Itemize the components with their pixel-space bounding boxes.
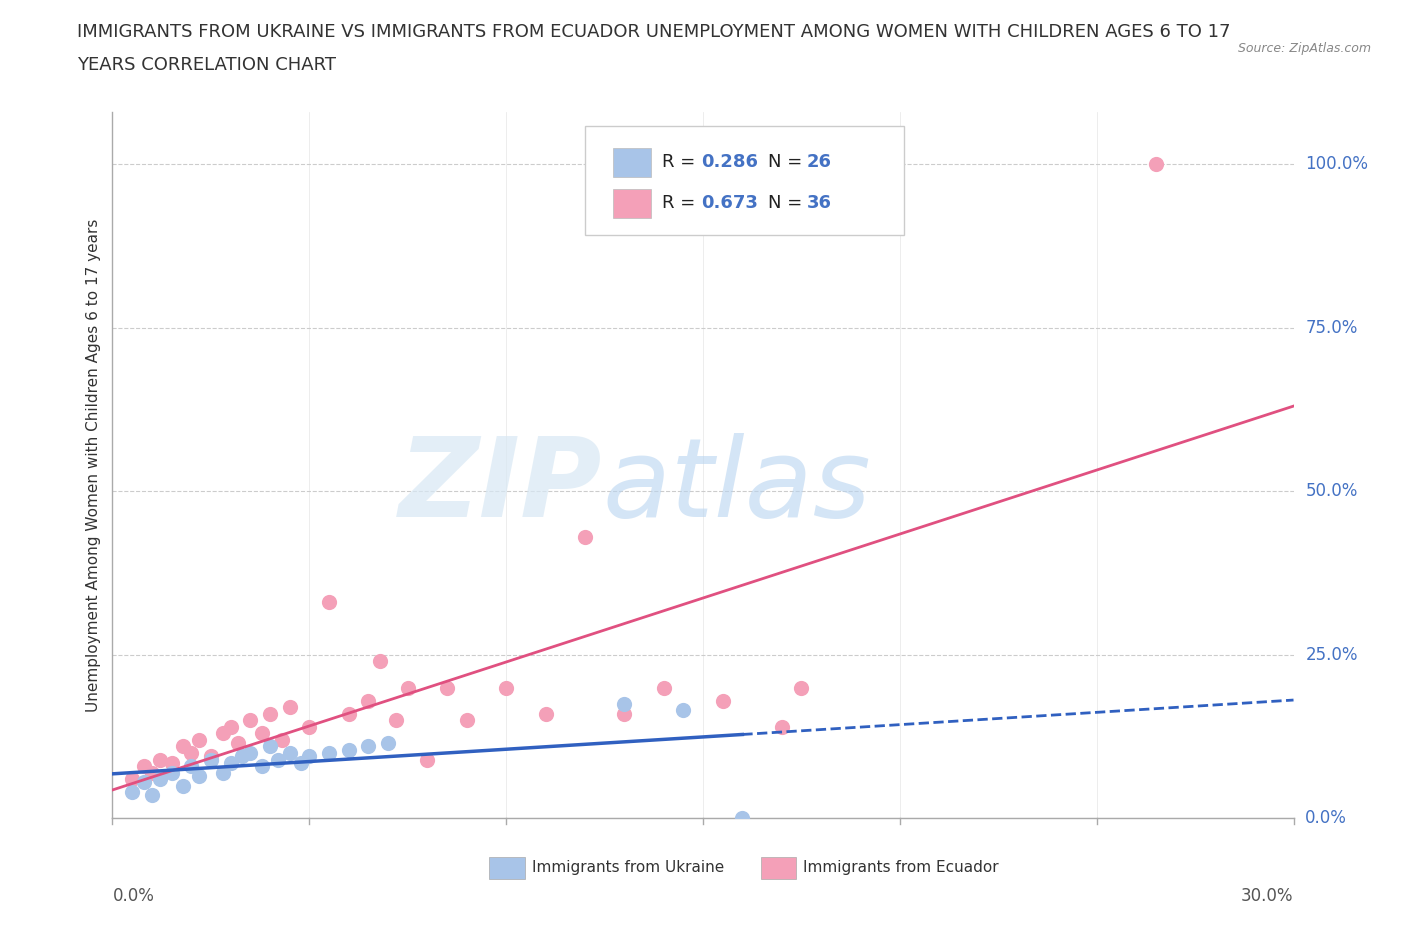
FancyBboxPatch shape [613, 190, 651, 218]
Point [270, 733, 292, 748]
Text: atlas: atlas [603, 432, 872, 539]
Point [385, 712, 408, 727]
Point [495, 680, 517, 695]
Point [652, 680, 675, 695]
Point [337, 742, 360, 757]
Text: 100.0%: 100.0% [1305, 155, 1368, 173]
Point [416, 752, 439, 767]
Text: 30.0%: 30.0% [1241, 887, 1294, 905]
Point [188, 733, 211, 748]
Text: Source: ZipAtlas.com: Source: ZipAtlas.com [1237, 42, 1371, 55]
Point [188, 768, 211, 783]
Text: 36: 36 [807, 194, 832, 212]
Point [231, 749, 253, 764]
Y-axis label: Unemployment Among Women with Children Ages 6 to 17 years: Unemployment Among Women with Children A… [86, 219, 101, 711]
Point [250, 726, 273, 741]
Point [132, 759, 155, 774]
Point [160, 765, 183, 780]
Point [436, 680, 458, 695]
Point [790, 680, 813, 695]
FancyBboxPatch shape [489, 857, 524, 879]
Point [377, 736, 399, 751]
Text: N =: N = [768, 194, 808, 212]
Text: 75.0%: 75.0% [1305, 319, 1358, 337]
Point [250, 759, 273, 774]
Text: N =: N = [768, 153, 808, 171]
Point [141, 788, 163, 803]
Point [290, 755, 312, 770]
Point [357, 739, 380, 754]
Point [318, 746, 340, 761]
FancyBboxPatch shape [761, 857, 796, 879]
Point [219, 755, 242, 770]
Point [770, 719, 793, 734]
Point [368, 654, 391, 669]
Point [149, 752, 172, 767]
Text: YEARS CORRELATION CHART: YEARS CORRELATION CHART [77, 56, 336, 73]
Point [219, 719, 242, 734]
Text: 0.673: 0.673 [700, 194, 758, 212]
Point [121, 785, 143, 800]
Point [357, 693, 380, 708]
Point [141, 765, 163, 780]
Point [396, 680, 419, 695]
Point [613, 706, 636, 721]
Text: IMMIGRANTS FROM UKRAINE VS IMMIGRANTS FROM ECUADOR UNEMPLOYMENT AMONG WOMEN WITH: IMMIGRANTS FROM UKRAINE VS IMMIGRANTS FR… [77, 23, 1230, 41]
Point [731, 811, 754, 826]
Point [318, 595, 340, 610]
Point [259, 739, 281, 754]
Point [456, 712, 478, 727]
Text: Immigrants from Ukraine: Immigrants from Ukraine [531, 860, 724, 875]
Point [180, 746, 202, 761]
Point [172, 778, 194, 793]
Point [180, 759, 202, 774]
Point [267, 752, 290, 767]
FancyBboxPatch shape [613, 149, 651, 177]
Text: R =: R = [662, 153, 700, 171]
Point [672, 703, 695, 718]
Text: 0.0%: 0.0% [112, 887, 155, 905]
Point [239, 746, 262, 761]
Point [337, 706, 360, 721]
Point [228, 736, 250, 751]
Point [278, 746, 301, 761]
Text: 26: 26 [807, 153, 832, 171]
Point [149, 772, 172, 787]
FancyBboxPatch shape [585, 126, 904, 235]
Text: R =: R = [662, 194, 700, 212]
Point [200, 749, 222, 764]
Text: 0.0%: 0.0% [1305, 809, 1347, 828]
Point [160, 755, 183, 770]
Text: ZIP: ZIP [399, 432, 603, 539]
Point [211, 765, 233, 780]
Point [613, 697, 636, 711]
Point [239, 712, 262, 727]
Point [711, 693, 734, 708]
Point [298, 749, 321, 764]
Point [534, 706, 557, 721]
Point [211, 726, 233, 741]
Point [278, 699, 301, 714]
Point [259, 706, 281, 721]
Text: Immigrants from Ecuador: Immigrants from Ecuador [803, 860, 1000, 875]
Point [121, 772, 143, 787]
Text: 0.286: 0.286 [700, 153, 758, 171]
Text: 25.0%: 25.0% [1305, 645, 1358, 664]
Point [132, 775, 155, 790]
Point [298, 719, 321, 734]
Text: 50.0%: 50.0% [1305, 482, 1358, 500]
Point [574, 529, 596, 544]
Point [172, 739, 194, 754]
Point [1144, 156, 1167, 171]
Point [200, 752, 222, 767]
